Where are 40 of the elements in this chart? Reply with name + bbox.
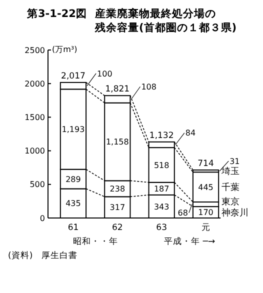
data-label: 84 [185,128,196,138]
chart-title: 第3-1-22図 [26,7,87,20]
text: 昭和・・年 [72,236,118,247]
data-label: 445 [198,182,214,192]
data-label: 100 [97,69,112,78]
chart-subtitle: 産業廃棄物最終処分場の残余容量(首都圏の１都３県) [94,7,237,34]
total-label: 714 [198,159,214,170]
data-label: 238 [110,184,126,194]
y-tick-label: 2000 [24,79,45,88]
data-label: 435 [66,199,81,208]
x-tick-label: 61 [68,223,79,233]
y-tick-label: 1500 [24,113,45,122]
data-label: 108 [141,82,157,92]
series-label: 千葉 [222,182,240,194]
text: (資料) 厚生白書 [8,250,78,261]
data-label: 343 [154,202,170,212]
y-tick-label: 500 [30,180,45,190]
series-label: 神奈川 [222,207,249,218]
data-label: 1,158 [106,138,129,147]
total-label: 1,132 [149,130,174,141]
data-label: 170 [198,208,214,218]
data-label: 31 [230,156,240,166]
data-label: 518 [154,160,170,170]
data-label: 68 [178,208,188,218]
x-tick-label: 63 [156,223,168,233]
x-tick-label: 元 [201,222,210,233]
data-label: 187 [154,184,170,194]
text: 平成・年 ─→ [164,236,216,247]
y-tick-label: 1000 [24,146,45,156]
series-label: 東京 [222,196,240,208]
data-label: 1,193 [62,125,85,134]
data-label: 289 [66,174,81,184]
total-label: 1,821 [105,84,130,95]
y-axis-title: (万m³) [52,45,78,54]
total-label: 2,017 [61,71,86,82]
y-tick-label: 0 [40,214,45,223]
x-tick-label: 62 [112,223,123,233]
series-label: 埼玉 [220,166,240,178]
y-tick-label: 2500 [24,46,45,55]
data-label: 317 [110,203,126,212]
